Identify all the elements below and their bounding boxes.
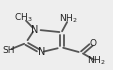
Text: NH$_2$: NH$_2$ (86, 55, 105, 67)
Text: SH: SH (2, 46, 15, 55)
Text: N: N (31, 24, 38, 35)
Text: O: O (89, 39, 96, 48)
Text: N: N (37, 47, 45, 57)
Text: NH$_2$: NH$_2$ (58, 12, 77, 25)
Text: CH$_3$: CH$_3$ (14, 12, 32, 24)
